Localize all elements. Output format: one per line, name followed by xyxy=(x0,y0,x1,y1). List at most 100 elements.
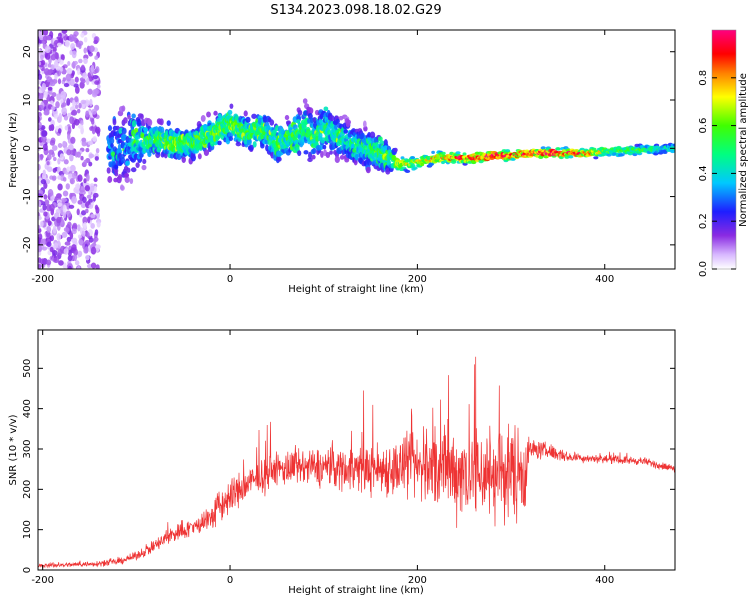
spectrogram-cell xyxy=(297,109,303,116)
noise-cell xyxy=(90,213,96,219)
noise-cell xyxy=(70,42,76,50)
noise-cell xyxy=(46,259,52,266)
noise-cell xyxy=(53,242,59,249)
noise-cell xyxy=(38,216,42,221)
spectrogram-cell xyxy=(248,144,254,151)
noise-cell xyxy=(62,177,67,182)
spectrogram-cell xyxy=(227,109,233,116)
noise-cell xyxy=(78,58,83,64)
noise-cell xyxy=(65,73,72,82)
noise-cell xyxy=(64,39,70,48)
snr-y-axis-label: SNR (10 * v/v) xyxy=(8,414,19,485)
noise-cell xyxy=(77,174,83,182)
colorbar-tick-label: 0.0 xyxy=(698,261,709,277)
noise-cell xyxy=(85,173,90,182)
noise-cell xyxy=(60,54,65,61)
spectrogram-cell xyxy=(670,149,675,154)
noise-cell xyxy=(88,204,94,209)
noise-cell xyxy=(47,86,53,91)
noise-cell xyxy=(50,235,55,242)
spectrogram-cell xyxy=(379,140,385,145)
noise-cell xyxy=(69,149,76,155)
colorbar-tick-label: 0.6 xyxy=(698,118,709,134)
spectrogram-cell xyxy=(307,107,314,115)
colorbar-label: Normalized spectral amplitude xyxy=(738,73,749,227)
spectrogram-cell xyxy=(229,103,234,109)
colorbar-tick-label: 0.4 xyxy=(698,165,709,181)
spectrogram-cell xyxy=(115,125,120,131)
noise-cell xyxy=(69,78,75,87)
spectrogram-cell xyxy=(117,133,121,139)
spectrogram-cell xyxy=(160,126,165,134)
spectrogram-cell xyxy=(130,167,137,173)
noise-cell xyxy=(61,30,68,34)
noise-cell xyxy=(94,156,99,161)
noise-cell xyxy=(57,183,63,191)
spectrogram-cell xyxy=(307,157,313,163)
snr-frame xyxy=(37,329,676,571)
noise-cell xyxy=(83,57,88,65)
snr-y-tick-label: 0 xyxy=(22,567,33,573)
noise-cell xyxy=(93,177,98,183)
noise-cell xyxy=(84,184,91,192)
noise-cell xyxy=(39,154,44,161)
noise-cell xyxy=(38,106,41,111)
spectrogram-y-axis-label: Frequency (Hz) xyxy=(8,112,19,188)
noise-cell xyxy=(39,220,44,228)
spectrogram-cell xyxy=(110,143,114,148)
noise-cell xyxy=(80,79,86,84)
spectrogram-cell xyxy=(142,158,147,165)
noise-cell xyxy=(56,233,62,241)
noise-cell xyxy=(77,250,83,258)
noise-cell xyxy=(38,200,42,207)
noise-cell xyxy=(85,254,90,261)
noise-cell xyxy=(82,196,87,203)
noise-cell xyxy=(66,98,71,106)
spectrogram-cell xyxy=(333,124,338,130)
noise-cell xyxy=(71,195,77,204)
spectrogram-cell xyxy=(127,114,131,120)
spectrogram-noise-cloud xyxy=(38,30,102,269)
spectrogram-cell xyxy=(285,120,291,126)
noise-cell xyxy=(47,189,54,197)
spectrogram-cell xyxy=(325,151,331,158)
spectrogram-cell xyxy=(251,113,257,119)
colorbar-gradient xyxy=(712,30,736,269)
noise-cell xyxy=(61,231,68,238)
noise-cell xyxy=(87,216,91,224)
noise-cell xyxy=(67,60,71,67)
noise-cell xyxy=(57,158,61,165)
spectrogram-cell xyxy=(410,156,416,160)
spectrogram-cell xyxy=(114,171,119,177)
noise-cell xyxy=(83,36,88,43)
noise-cell xyxy=(60,90,67,99)
noise-cell xyxy=(56,93,62,101)
noise-cell xyxy=(53,156,57,162)
spectrogram-cell xyxy=(555,147,561,151)
noise-cell xyxy=(38,142,41,147)
noise-cell xyxy=(62,204,67,213)
noise-cell xyxy=(52,225,57,234)
spectrogram-cell xyxy=(329,150,333,155)
noise-cell xyxy=(81,230,86,237)
noise-cell xyxy=(83,159,88,165)
spectrogram-cell xyxy=(246,138,252,146)
noise-cell xyxy=(92,136,97,142)
noise-cell xyxy=(43,90,48,99)
noise-cell xyxy=(76,68,81,76)
spectrogram-cell xyxy=(124,176,130,184)
snr-x-tick-label: 200 xyxy=(408,575,427,586)
noise-cell xyxy=(43,194,48,200)
spectrogram-cell xyxy=(329,115,335,122)
noise-cell xyxy=(67,126,72,135)
colorbar-frame xyxy=(711,29,737,270)
spectrogram-cell xyxy=(114,164,119,170)
spectrogram-cell xyxy=(120,184,124,191)
noise-cell xyxy=(71,244,77,251)
noise-cell xyxy=(83,47,87,54)
noise-cell xyxy=(71,227,77,235)
spectrogram-cell xyxy=(147,118,153,127)
noise-cell xyxy=(82,216,88,224)
noise-cell xyxy=(51,175,57,181)
spectrogram-cell xyxy=(234,115,240,121)
